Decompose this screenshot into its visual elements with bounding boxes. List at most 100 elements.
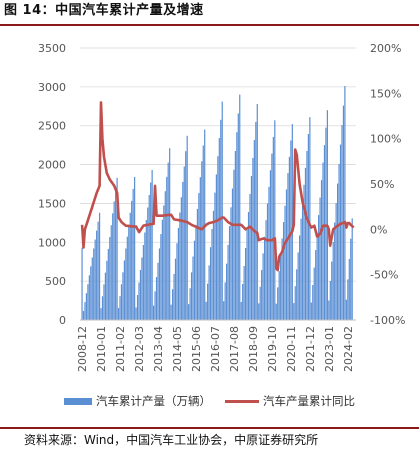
bar: [285, 189, 288, 320]
bar: [245, 247, 247, 320]
bar: [227, 244, 229, 320]
bar: [345, 299, 347, 320]
line-series: [80, 101, 355, 272]
legend-bar-swatch: [64, 397, 92, 405]
title-divider: [0, 24, 419, 26]
x-tick-label: 2013-04: [152, 326, 165, 372]
bar: [339, 144, 342, 320]
bar: [155, 277, 158, 320]
bar: [164, 191, 166, 320]
bar: [348, 258, 350, 320]
bar: [110, 225, 112, 320]
bar: [81, 247, 83, 320]
bar: [182, 181, 184, 320]
bar: [120, 284, 123, 320]
bar: [142, 245, 144, 320]
bar: [185, 151, 187, 320]
bar: [154, 291, 156, 320]
bar: [189, 288, 191, 320]
bar: [117, 308, 120, 320]
right-tick-label: 200%: [370, 42, 401, 55]
bar: [338, 164, 340, 320]
bar: [309, 117, 311, 320]
left-tick-label: 3500: [38, 42, 66, 55]
bar: [97, 221, 99, 320]
bar: [255, 121, 257, 320]
bar: [263, 236, 266, 320]
bar: [329, 281, 331, 320]
bar: [160, 234, 162, 320]
bar: [174, 258, 177, 320]
bar: [104, 272, 107, 320]
bar: [202, 145, 204, 320]
bar: [331, 261, 333, 320]
bar: [190, 272, 193, 320]
bar: [306, 150, 308, 320]
bar: [223, 301, 225, 320]
bar: [312, 285, 314, 320]
bar: [115, 189, 117, 320]
bar: [322, 162, 324, 320]
right-tick-label: 100%: [370, 133, 401, 146]
bar: [138, 282, 140, 320]
bar: [293, 303, 295, 320]
left-tick-label: 1500: [38, 197, 66, 210]
left-tick-label: 2500: [38, 120, 66, 133]
bar: [90, 266, 92, 320]
bar: [125, 248, 127, 320]
bar: [196, 208, 199, 320]
bar: [303, 184, 305, 320]
bar: [230, 207, 232, 320]
bar: [123, 260, 125, 320]
bar: [259, 286, 261, 320]
bar: [141, 257, 143, 320]
bar: [320, 180, 323, 320]
source-note: 资料来源：Wind，中国汽车工业协会，中原证券研究所: [24, 433, 319, 447]
bar: [256, 103, 258, 320]
bar: [218, 138, 220, 320]
bar: [274, 120, 276, 320]
bar: [275, 303, 277, 320]
bar: [240, 301, 242, 320]
bar: [211, 229, 213, 320]
bar: [304, 167, 307, 320]
bar: [173, 273, 175, 320]
bar: [84, 302, 86, 320]
x-tick-label: 2023-01: [323, 326, 336, 372]
bar: [342, 105, 345, 320]
bar: [129, 212, 131, 320]
bar: [313, 267, 315, 320]
bar: [249, 193, 251, 320]
bar: [291, 124, 293, 320]
bar: [119, 296, 121, 320]
bar: [177, 227, 180, 320]
bar: [209, 247, 212, 320]
bar: [112, 213, 114, 320]
right-tick-label: -50%: [370, 269, 398, 282]
bar: [242, 283, 244, 320]
bar: [217, 156, 219, 320]
bar: [176, 243, 178, 320]
bar: [284, 205, 286, 320]
bar: [269, 170, 272, 320]
legend-label-growth: 汽车产量累计同比: [263, 394, 355, 408]
bar: [128, 224, 130, 320]
bar: [334, 222, 336, 320]
bar-series: [81, 86, 353, 321]
x-tick-label: 2014-05: [171, 326, 184, 372]
bar: [287, 173, 289, 320]
bar: [93, 248, 95, 320]
bar: [318, 215, 320, 320]
bar: [301, 201, 304, 320]
bar: [145, 220, 147, 320]
bar: [150, 182, 152, 320]
bar: [351, 218, 353, 320]
bar: [300, 218, 302, 320]
bar: [208, 265, 210, 320]
x-tick-label: 2021-12: [304, 326, 317, 372]
bar: [153, 305, 155, 320]
x-tick-label: 2008-12: [76, 326, 89, 372]
bar: [328, 300, 330, 320]
bar: [199, 177, 201, 320]
bar: [278, 271, 280, 320]
